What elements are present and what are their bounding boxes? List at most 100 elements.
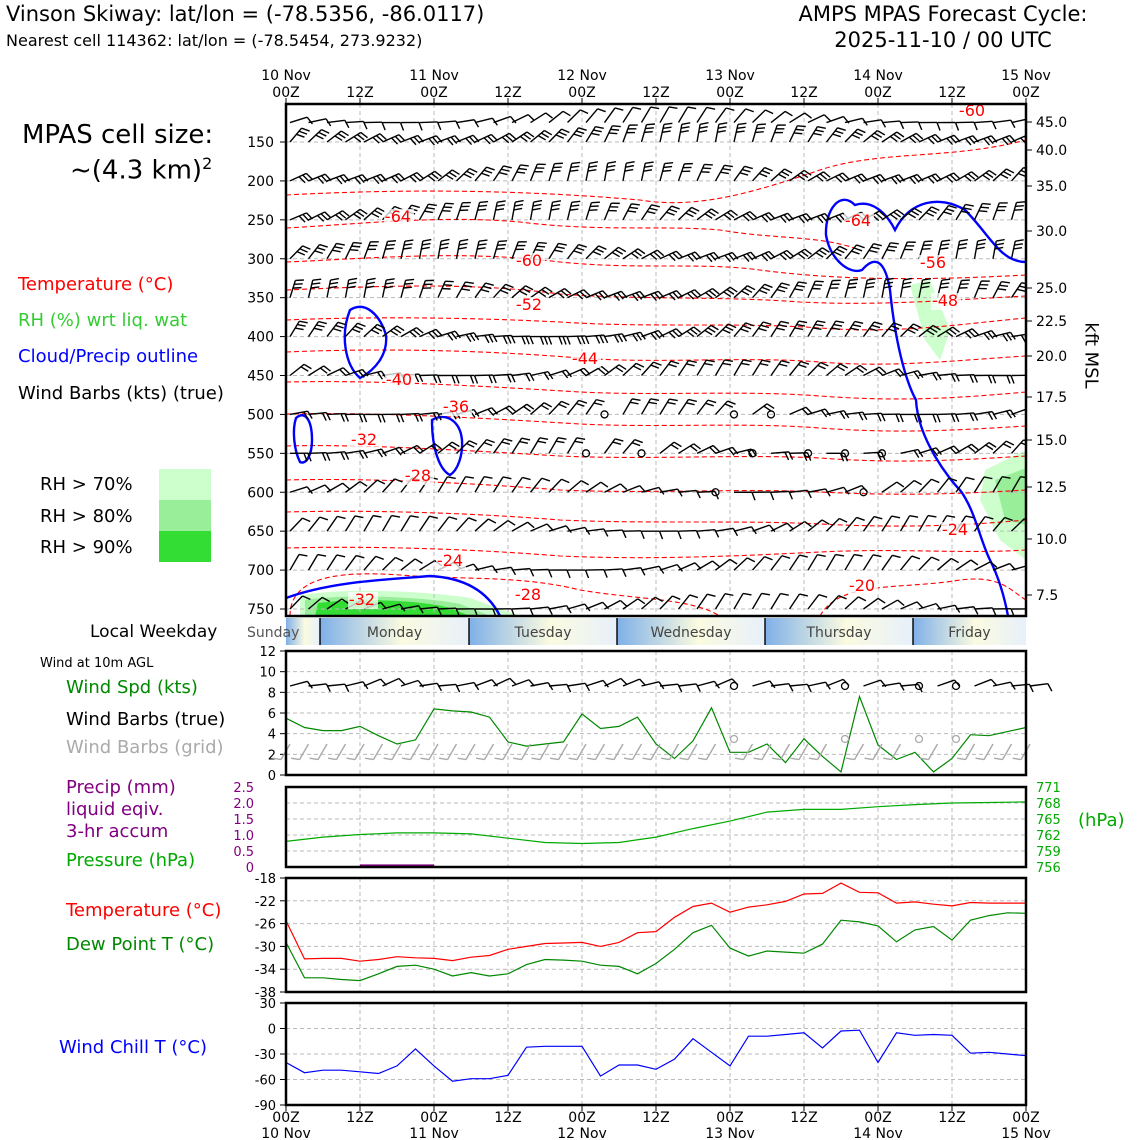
wind-barb — [918, 121, 941, 131]
barb-feather — [321, 452, 327, 462]
barb-feather — [690, 291, 698, 298]
barb-staff — [603, 107, 616, 123]
grid-wind-barb — [549, 743, 569, 761]
barb-feather — [351, 245, 361, 248]
windchill-line — [285, 1029, 1027, 1082]
wind-barb — [382, 413, 405, 423]
barb-feather — [409, 137, 417, 146]
barb-staff — [955, 559, 972, 571]
barb-feather — [758, 172, 768, 178]
barb-feather — [835, 553, 845, 557]
barb-feather — [579, 369, 587, 377]
barb-staff — [937, 445, 955, 454]
wind-barb — [807, 519, 830, 532]
wind-barb — [807, 171, 831, 182]
wind-barb — [826, 245, 848, 260]
barb-feather — [631, 442, 641, 447]
barb-feather — [546, 523, 554, 531]
barb-staff — [733, 108, 747, 123]
barb-staff — [604, 677, 622, 687]
precip-panel-frame — [284, 785, 1028, 869]
wind-barb — [307, 243, 328, 260]
barb-feather — [370, 241, 379, 243]
surface-wind-barb — [826, 678, 850, 687]
barb-feather — [927, 176, 935, 184]
barb-feather — [477, 247, 486, 250]
wind-barb — [955, 279, 970, 298]
barb-feather — [1046, 132, 1052, 140]
barb-feather — [954, 373, 960, 382]
pressure-tick-label: 200 — [247, 174, 274, 190]
barb-feather — [580, 335, 586, 345]
barb-feather — [730, 209, 738, 217]
wind-barb — [714, 107, 735, 123]
barb-staff — [511, 131, 528, 143]
barb-feather — [325, 683, 331, 692]
barb-staff — [678, 289, 695, 299]
barb-feather — [578, 243, 587, 248]
barb-staff — [770, 522, 788, 532]
barb-staff — [511, 114, 529, 124]
barb-feather — [745, 108, 754, 113]
wind-barb — [474, 166, 495, 182]
barb-feather — [412, 329, 421, 336]
barb-feather — [839, 453, 845, 462]
barb-staff — [899, 279, 905, 298]
wind-barb — [659, 106, 678, 123]
wind-barb — [1010, 201, 1026, 221]
barb-feather — [945, 330, 954, 338]
barb-feather — [501, 168, 510, 172]
barb-feather — [765, 109, 774, 115]
barb-staff — [826, 115, 844, 124]
grid-wind-barb — [790, 743, 809, 761]
barb-feather — [839, 517, 848, 523]
wind-barb — [604, 333, 628, 343]
barb-feather — [1029, 333, 1033, 341]
barb-feather — [996, 238, 1005, 242]
barb-feather — [541, 477, 551, 482]
pressure-tick-label: 771 — [1036, 781, 1061, 796]
barb-feather — [583, 289, 591, 297]
wind-barb — [936, 477, 958, 493]
barb-feather — [398, 446, 406, 455]
barb-feather — [393, 327, 402, 334]
barb-feather — [650, 398, 660, 401]
barb-staff — [659, 398, 670, 415]
weekday-sunday: Sunday — [247, 625, 299, 641]
wind-barb — [530, 129, 553, 143]
barb-feather — [424, 210, 433, 214]
wind-barb — [289, 553, 308, 571]
wind-barb — [492, 438, 513, 454]
barb-feather — [299, 248, 308, 253]
barb-staff — [974, 120, 993, 124]
barb-feather — [371, 329, 380, 335]
barb-feather — [483, 476, 493, 479]
barb-staff — [992, 476, 1003, 493]
barb-feather — [766, 403, 775, 410]
barb-feather — [594, 293, 602, 301]
barb-feather — [943, 211, 952, 216]
barb-staff — [770, 321, 782, 337]
wind-barb — [456, 134, 480, 146]
barb-staff — [326, 412, 346, 416]
barb-feather — [761, 254, 769, 262]
barb-feather — [817, 553, 826, 557]
barb-staff — [326, 554, 338, 571]
barb-feather — [335, 214, 343, 221]
barb-feather — [704, 163, 713, 166]
barb-staff — [900, 323, 914, 338]
wind-barb — [826, 486, 850, 495]
barb-feather — [607, 160, 617, 164]
barb-feather — [324, 211, 332, 219]
barb-staff — [659, 441, 675, 454]
surface-wind-barb — [752, 680, 776, 689]
grid-wind-barb — [290, 743, 310, 761]
wind-barb — [677, 106, 697, 123]
barb-feather — [936, 122, 941, 131]
barb-feather — [526, 403, 535, 410]
weekday-wednesday: Wednesday — [650, 625, 731, 641]
barb-staff — [983, 743, 994, 760]
barb-staff — [677, 163, 685, 182]
barb-staff — [770, 360, 782, 376]
wind-barb — [807, 320, 826, 337]
